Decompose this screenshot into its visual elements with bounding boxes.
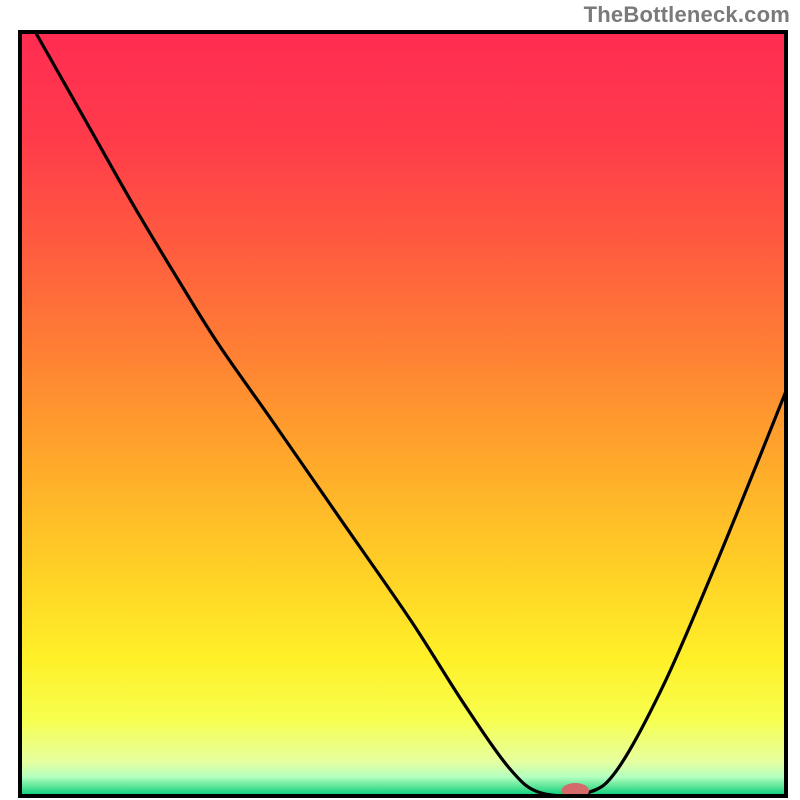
watermark-text: TheBottleneck.com [584,2,790,28]
bottleneck-chart [0,0,800,800]
chart-background [20,32,786,796]
